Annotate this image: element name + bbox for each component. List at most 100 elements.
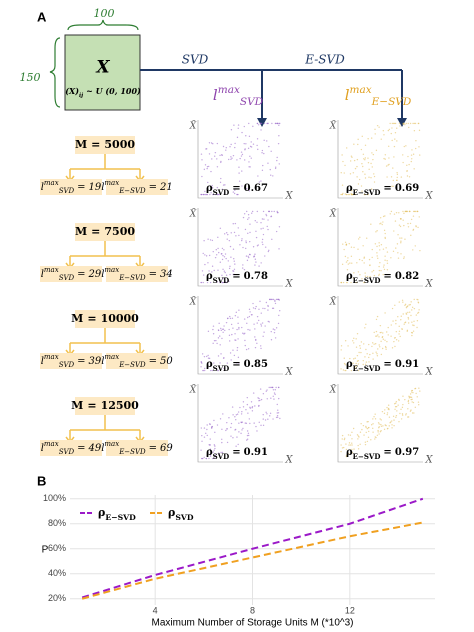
scatter-dot bbox=[396, 140, 398, 142]
l-label: lmaxE−SVD = 50 bbox=[101, 353, 173, 369]
scatter-dot bbox=[372, 427, 374, 430]
scatter-dot bbox=[242, 406, 245, 408]
matrix-rows: 150 bbox=[20, 71, 41, 84]
l-label-part: l bbox=[41, 356, 44, 367]
scatter-dot bbox=[221, 281, 224, 284]
scatter-dot bbox=[245, 240, 247, 242]
scatter-dot bbox=[240, 421, 242, 423]
scatter-dot bbox=[228, 334, 231, 337]
scatter-dot bbox=[340, 281, 343, 284]
scatter-dot bbox=[245, 143, 247, 145]
scatter-dot bbox=[379, 249, 381, 251]
scatter-dot bbox=[397, 340, 400, 342]
scatter-dot bbox=[402, 154, 404, 156]
scatter-dot bbox=[219, 261, 221, 263]
scatter-dot bbox=[410, 396, 413, 398]
scatter-dot bbox=[250, 157, 252, 159]
l-label-part: E−SVD bbox=[118, 274, 146, 282]
scatter-dot bbox=[383, 229, 386, 232]
scatter-dot bbox=[378, 269, 381, 272]
scatter-dot bbox=[395, 402, 397, 404]
scatter-dot bbox=[239, 406, 241, 409]
scatter-dot bbox=[418, 216, 420, 218]
m-label-part: M bbox=[71, 312, 83, 325]
scatter-dot bbox=[340, 349, 342, 351]
scatter-dot bbox=[221, 188, 224, 191]
scatter-dot bbox=[377, 334, 379, 336]
scatter-dot bbox=[209, 455, 212, 457]
scatter-dot bbox=[370, 439, 372, 441]
scatter-dot bbox=[222, 357, 225, 359]
scatter-dot bbox=[400, 176, 403, 178]
scatter-dot bbox=[226, 238, 228, 240]
scatter-dot bbox=[206, 165, 209, 168]
scatter-dot bbox=[342, 160, 344, 163]
scatter-dot bbox=[209, 448, 212, 450]
rho-label-part: 0.67 bbox=[244, 183, 268, 194]
scatter-dot bbox=[354, 193, 357, 196]
scatter-dot bbox=[232, 223, 234, 225]
scatter-dot bbox=[206, 355, 208, 358]
scatter-dot bbox=[206, 281, 209, 284]
scatter-dot bbox=[400, 408, 402, 411]
scatter-axes bbox=[337, 296, 423, 375]
scatter-dot bbox=[390, 257, 392, 259]
scatter-dot bbox=[373, 416, 375, 418]
scatter-dot bbox=[274, 389, 276, 391]
scatter-dot bbox=[364, 144, 367, 146]
scatter-dot bbox=[208, 423, 211, 425]
scatter-dot bbox=[411, 149, 413, 151]
legend-label: ρSVD bbox=[168, 506, 194, 522]
scatter-dot bbox=[235, 414, 238, 416]
scatter-dot bbox=[256, 138, 259, 140]
l-label-part: = bbox=[77, 182, 85, 193]
matrix-box bbox=[64, 34, 141, 111]
scatter-dot bbox=[252, 246, 255, 248]
scatter-dot bbox=[232, 270, 235, 272]
scatter-dot bbox=[240, 155, 243, 157]
scatter-dot bbox=[394, 304, 396, 306]
scatter-dot bbox=[407, 155, 409, 158]
scatter-dot bbox=[211, 184, 213, 187]
scatter-dot bbox=[270, 339, 273, 341]
scatter-dot bbox=[218, 193, 220, 196]
scatter-dot bbox=[262, 164, 264, 167]
l-label: lmaxE−SVD = 69 bbox=[101, 440, 173, 456]
scatter-dot bbox=[356, 434, 359, 436]
method-l-max: lmaxE−SVD bbox=[345, 84, 412, 108]
scatter-dot bbox=[238, 172, 240, 174]
scatter-dot bbox=[364, 443, 367, 446]
scatter-dot bbox=[344, 164, 346, 167]
scatter-dot bbox=[201, 353, 204, 355]
scatter-dot bbox=[407, 416, 410, 418]
scatter-dot bbox=[201, 175, 203, 178]
scatter-dot bbox=[210, 142, 213, 144]
rho-label-part: SVD bbox=[213, 188, 230, 197]
scatter-dot bbox=[372, 358, 374, 360]
scatter-dot bbox=[412, 215, 415, 217]
scatter-dot bbox=[384, 237, 386, 240]
scatter-dot bbox=[355, 281, 357, 284]
scatter-dot bbox=[394, 405, 397, 408]
rho-label-part: = bbox=[232, 271, 240, 282]
scatter-dot bbox=[385, 346, 387, 349]
scatter-dot bbox=[241, 239, 243, 242]
m-label-part: 5000 bbox=[104, 138, 135, 151]
scatter-dot bbox=[246, 396, 248, 399]
scatter-dot bbox=[378, 265, 380, 268]
scatter-dot bbox=[253, 323, 255, 325]
scatter-dot bbox=[238, 309, 240, 311]
scatter-dot bbox=[394, 403, 396, 405]
scatter-dot bbox=[341, 193, 343, 196]
scatter-dot bbox=[341, 184, 344, 186]
scatter-dot bbox=[220, 161, 222, 164]
scatter-dot bbox=[215, 193, 217, 196]
scatter-dot bbox=[230, 359, 232, 361]
scatter-dot bbox=[261, 322, 264, 324]
scatter-dot bbox=[221, 337, 223, 340]
scatter-dot bbox=[379, 331, 381, 334]
scatter-dot bbox=[232, 154, 235, 157]
scatter-dot bbox=[255, 339, 257, 341]
scatter-dot bbox=[371, 256, 373, 259]
scatter-dot bbox=[379, 418, 381, 420]
